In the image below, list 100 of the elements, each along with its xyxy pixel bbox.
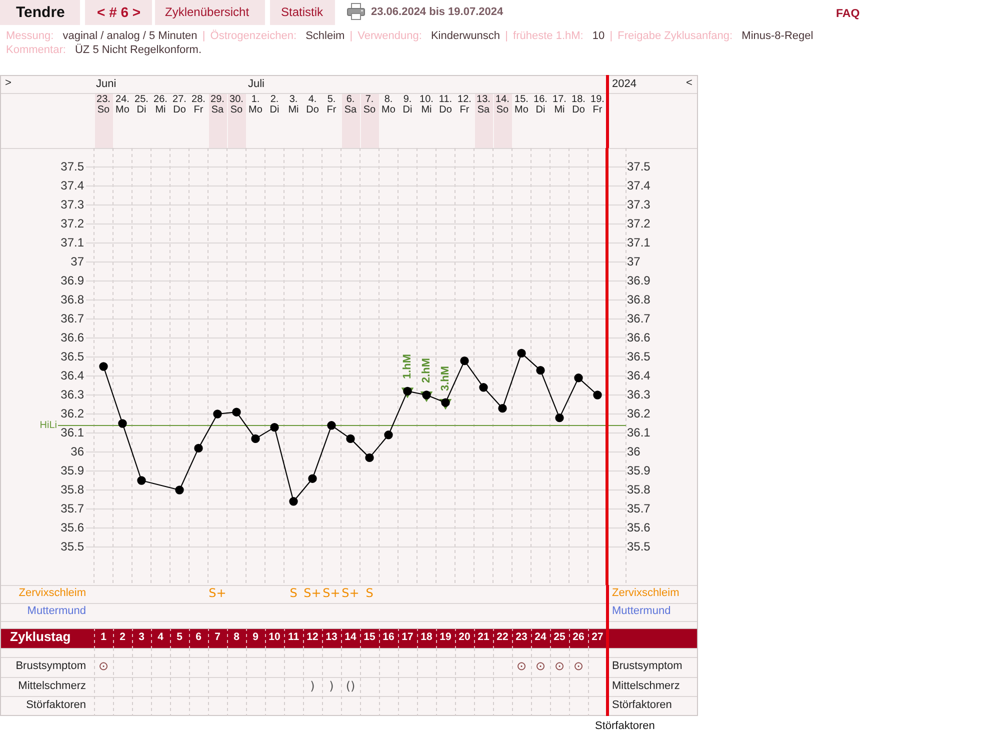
x2-tick-label: 15	[364, 631, 376, 644]
text: )	[329, 679, 334, 693]
text: )	[310, 679, 315, 693]
x2-tick-label: 12	[306, 631, 318, 644]
y2-tick-label: 35.9	[627, 463, 651, 478]
y2-tick-label: 36.1	[627, 425, 651, 440]
x2-tick-label: 10	[268, 631, 280, 644]
y2-tick-label: 37.2	[627, 216, 651, 230]
x2-tick-label: 16	[382, 631, 394, 644]
category-label: Mittelschmerz	[612, 680, 680, 692]
chart-title: Tendre	[16, 4, 65, 22]
annotation: 2.hM	[420, 358, 432, 383]
y-tick-label: 37	[70, 254, 84, 268]
y2-tick-label: 35.7	[627, 501, 651, 516]
y-tick-label: 36.7	[60, 311, 84, 326]
text: ⊙	[516, 659, 527, 673]
x2-tick-label: 4	[158, 631, 164, 644]
y2-tick-label: 36	[627, 444, 641, 458]
x-tick-label: 17. Mi	[552, 94, 566, 116]
x2-tick-label: 23	[516, 631, 528, 644]
text: FAQ	[836, 8, 860, 22]
y-tick-label: 35.5	[60, 539, 84, 554]
x-tick-label: 27. Do	[172, 94, 186, 116]
x2-tick-label: 5	[176, 631, 183, 644]
x2-tick-label: 6	[196, 631, 202, 644]
y2-tick-label: 35.8	[627, 482, 651, 496]
text: Störfaktoren	[595, 720, 655, 733]
x-tick-label: 23. So	[96, 94, 110, 116]
y2-tick-label: 37	[627, 254, 641, 268]
y-tick-label: 35.6	[60, 520, 84, 534]
x2-tick-label: 2	[120, 631, 126, 644]
x-tick-label: 24. Mo	[116, 94, 130, 116]
y-tick-label: 36.3	[60, 387, 84, 402]
y2-tick-label: 36.7	[627, 311, 651, 326]
y-tick-label: 36.4	[60, 368, 84, 382]
annotation: 1.hM	[401, 354, 413, 380]
x2-axis-title: Zyklustag	[10, 629, 71, 645]
text: Zyklenübersicht	[165, 5, 250, 20]
x-tick-label: 19. Fr	[590, 94, 604, 116]
text: ()	[346, 679, 356, 693]
x-tick-label: 30. So	[230, 94, 244, 116]
x2-tick-label: 20	[458, 631, 470, 644]
annotation: 3.hM	[439, 366, 451, 391]
x2-tick-label: 17	[402, 631, 414, 644]
text: ⊙	[554, 659, 565, 673]
x2-tick-label: 18	[420, 631, 432, 644]
category-label: Muttermund	[612, 605, 671, 617]
category-label: Zervixschleim	[18, 587, 86, 599]
y-tick-label: 36.6	[60, 330, 84, 344]
y-tick-label: 36.2	[60, 406, 84, 420]
text: Messung: vaginal / analog / 5 Minuten | Östrogenzeichen: Schleim | Verwendung: Kinderwunsch | früheste 1.hM: 10 | Freigabe Zyklusanfang: Minus-8-Regel	[6, 30, 814, 42]
category-label: Mittelschmerz	[18, 680, 86, 692]
y-tick-label: 35.7	[60, 501, 84, 516]
x-tick-label: 9. Di	[402, 94, 412, 116]
x-tick-label: 18. Do	[572, 94, 586, 116]
y2-tick-label: 37.4	[627, 178, 651, 192]
category-label: Brustsymptom	[16, 660, 86, 672]
x-tick-label: 28. Fr	[192, 94, 206, 116]
y-tick-label: 37.5	[60, 159, 84, 174]
x2-tick-label: 25	[554, 631, 566, 644]
y-tick-label: 37.3	[60, 197, 84, 212]
y-tick-label: 36.5	[60, 349, 84, 364]
x2-tick-label: 24	[534, 631, 546, 644]
x-tick-label: 6. Sa	[344, 94, 358, 116]
x2-tick-label: 1	[100, 631, 107, 644]
x-tick-label: 5. Fr	[326, 94, 337, 116]
x2-tick-label: 26	[572, 631, 584, 644]
text: S	[366, 586, 374, 600]
x2-tick-label: 8	[234, 631, 240, 644]
y2-tick-label: 36.5	[627, 349, 651, 364]
x2-tick-label: 9	[252, 631, 259, 644]
y-tick-label: 36	[70, 444, 84, 458]
x2-tick-label: 19	[440, 631, 452, 644]
x2-tick-label: 7	[214, 631, 221, 644]
text: S+	[208, 586, 226, 600]
x2-tick-label: 21	[478, 631, 490, 644]
y2-tick-label: 37.5	[627, 159, 651, 174]
x-tick-label: 1. Mo	[248, 94, 263, 116]
text: S+	[322, 586, 340, 600]
x-tick-label: 2. Di	[270, 94, 280, 116]
x-tick-label: 10. Mi	[420, 94, 434, 116]
x-tick-label: 15. Mo	[514, 94, 529, 116]
category-label: Brustsymptom	[612, 660, 682, 672]
ref-line-label: HiLi	[40, 420, 57, 432]
y2-tick-label: 35.5	[627, 539, 651, 554]
y-tick-label: 36.1	[60, 425, 84, 440]
text: < # 6 >	[97, 4, 141, 20]
text: Kommentar: ÜZ 5 Nicht Regelkonform.	[6, 44, 202, 56]
text: Juli	[248, 78, 265, 91]
text: Juni	[96, 78, 116, 91]
x2-tick-label: 11	[288, 631, 300, 644]
x-tick-label: 8. Mo	[382, 94, 396, 116]
y-tick-label: 35.8	[60, 482, 84, 496]
y-tick-label: 36.9	[60, 273, 84, 288]
y-tick-label: 37.1	[60, 235, 84, 250]
y-tick-label: 37.2	[60, 216, 84, 230]
y2-tick-label: 36.9	[627, 273, 651, 288]
y-tick-label: 36.8	[60, 292, 84, 306]
y-tick-label: 37.4	[60, 178, 84, 192]
text: 2024	[612, 78, 636, 91]
